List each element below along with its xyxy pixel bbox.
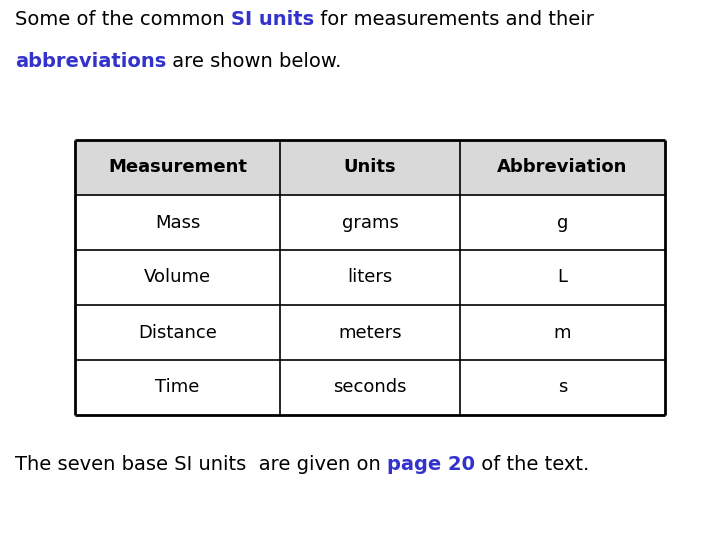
Bar (75, 195, 280, 250)
Text: grams: grams (341, 213, 398, 232)
Text: Units: Units (343, 159, 396, 177)
Bar (460, 250, 665, 305)
Text: Abbreviation: Abbreviation (498, 159, 628, 177)
Bar (280, 195, 460, 250)
Text: Time: Time (156, 379, 199, 396)
Bar (460, 360, 665, 415)
Text: The seven base SI units  are given on: The seven base SI units are given on (15, 455, 387, 474)
Text: for measurements and their: for measurements and their (314, 10, 594, 29)
Bar (280, 305, 460, 360)
Bar (460, 195, 665, 250)
Text: Measurement: Measurement (108, 159, 247, 177)
Bar (280, 140, 460, 195)
Bar (75, 140, 280, 195)
Text: SI units: SI units (231, 10, 314, 29)
Text: are shown below.: are shown below. (166, 52, 341, 71)
Text: L: L (557, 268, 567, 287)
Bar (460, 140, 665, 195)
Text: Distance: Distance (138, 323, 217, 341)
Bar (75, 360, 280, 415)
Bar (75, 250, 280, 305)
Text: s: s (558, 379, 567, 396)
Text: meters: meters (338, 323, 402, 341)
Text: seconds: seconds (333, 379, 407, 396)
Bar (75, 305, 280, 360)
Text: abbreviations: abbreviations (15, 52, 166, 71)
Text: m: m (554, 323, 571, 341)
Text: of the text.: of the text. (475, 455, 589, 474)
Text: liters: liters (347, 268, 392, 287)
Text: Some of the common: Some of the common (15, 10, 231, 29)
Bar (280, 250, 460, 305)
Text: g: g (557, 213, 568, 232)
Bar (280, 360, 460, 415)
Bar (460, 305, 665, 360)
Text: page 20: page 20 (387, 455, 475, 474)
Text: Volume: Volume (144, 268, 211, 287)
Text: Mass: Mass (155, 213, 200, 232)
